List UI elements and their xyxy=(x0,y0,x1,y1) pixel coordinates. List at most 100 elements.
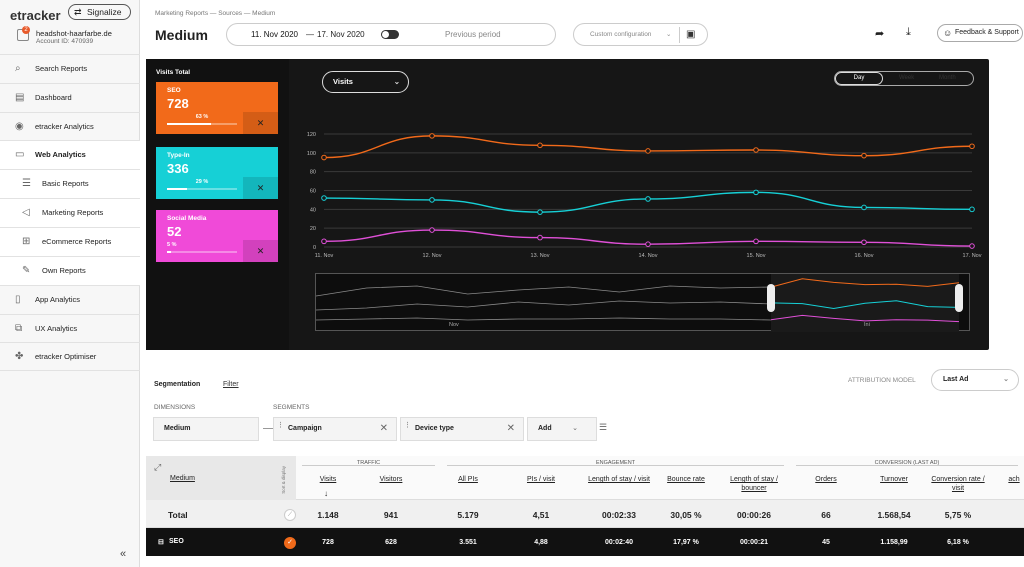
column-header[interactable]: Turnover xyxy=(880,476,908,483)
x-tick-label: 12. Nov xyxy=(423,253,442,259)
dimension-field[interactable]: Medium xyxy=(153,417,259,441)
row-cell: 3.551 xyxy=(459,539,477,546)
nav-basic-reports[interactable]: ☰ Basic Reports xyxy=(0,169,140,198)
segment-field-campaign[interactable]: ⋮ Campaign ✕ xyxy=(273,417,397,441)
metric-select[interactable]: Visits ⌄ xyxy=(322,71,409,93)
column-header[interactable]: All PIs xyxy=(458,476,478,483)
remove-series-button[interactable]: ✕ xyxy=(243,240,278,262)
sort-desc-icon[interactable]: ↓ xyxy=(324,489,328,498)
x-tick-label: 17. Nov xyxy=(963,253,982,259)
data-point xyxy=(321,154,327,161)
row-cell: 728 xyxy=(322,539,334,546)
remove-series-button[interactable]: ✕ xyxy=(243,112,278,134)
navigator-label: Nov xyxy=(449,322,459,328)
column-header[interactable]: Visitors xyxy=(379,476,403,483)
column-header[interactable]: Bounce rate xyxy=(667,476,705,483)
kpi-card-type-in[interactable]: Type-In 336 29 % ✕ xyxy=(156,147,278,199)
remove-series-button[interactable]: ✕ xyxy=(243,177,278,199)
column-header[interactable]: PIs / visit xyxy=(526,476,555,483)
column-header[interactable]: Orders xyxy=(815,476,837,483)
share-icon[interactable]: ➦ xyxy=(875,28,885,40)
expand-icon[interactable]: ⤢ xyxy=(154,462,162,472)
main-content: Marketing Reports — Sources — Medium Med… xyxy=(141,0,1024,567)
calendar-icon[interactable]: ▣ xyxy=(686,29,696,40)
nav-ux-analytics[interactable]: ⧉ UX Analytics xyxy=(0,314,140,343)
nav-marketing-reports[interactable]: ◁ Marketing Reports xyxy=(0,198,140,227)
y-tick-label: 20 xyxy=(310,226,316,232)
add-segment-select[interactable]: Add ⌄ xyxy=(527,417,597,441)
data-point xyxy=(861,204,867,211)
feedback-support-button[interactable]: ☺ Feedback & Support xyxy=(937,24,1023,42)
attribution-model-select[interactable]: Last Ad ⌄ xyxy=(931,369,1019,391)
column-group-line xyxy=(302,465,435,466)
navigator-line xyxy=(770,300,960,309)
add-label: Add xyxy=(538,425,552,432)
nav-etracker-optimiser[interactable]: ✤ etracker Optimiser xyxy=(0,342,140,371)
account-id: Account ID: 470939 xyxy=(36,38,94,45)
data-point xyxy=(321,195,327,201)
row-selected-check-icon[interactable]: ✓ xyxy=(284,537,296,549)
column-header[interactable]: Conversion rate / visit xyxy=(931,476,985,492)
account-info[interactable]: 2 headshot-haarfarbe.de Account ID: 4709… xyxy=(0,26,140,52)
nav-etracker-analytics[interactable]: ◉ etracker Analytics xyxy=(0,112,140,141)
x-tick-label: 16. Nov xyxy=(855,253,874,259)
previous-period-toggle[interactable] xyxy=(381,30,399,39)
period-month-button[interactable]: Month xyxy=(939,75,956,81)
data-point xyxy=(537,142,543,149)
y-tick-label: 60 xyxy=(310,189,316,195)
row-cell: 45 xyxy=(822,539,830,546)
chart-area: Visits ⌄ Day Week Month 0 20 40 60 80 100 120 1… xyxy=(289,59,989,350)
period-week-button[interactable]: Week xyxy=(899,75,915,81)
row-dimension-cell xyxy=(146,528,296,556)
segments-label: SEGMENTS xyxy=(273,404,310,411)
period-day-button[interactable]: Day xyxy=(835,72,883,85)
remove-segment-icon[interactable]: ✕ xyxy=(506,423,515,434)
tab-segmentation[interactable]: Segmentation xyxy=(154,381,201,388)
column-header[interactable]: ach xyxy=(1008,476,1020,483)
segment-field-device-type[interactable]: ⋮ Device type ✕ xyxy=(400,417,524,441)
sort-display-column[interactable]: Sort & display xyxy=(279,456,296,500)
signalize-button[interactable]: ⇄ Signalize xyxy=(68,4,131,20)
period-switch[interactable]: Day Week Month xyxy=(834,71,974,86)
kpi-value: 336 xyxy=(167,161,189,176)
row-cell: 4,88 xyxy=(534,539,548,546)
column-group-line xyxy=(447,465,784,466)
total-cell: 941 xyxy=(383,510,399,520)
drag-handle-icon[interactable]: ⋮ xyxy=(277,422,284,429)
chart-panel: Visits Total SEO 728 63 % ✕ Type-In 336 … xyxy=(146,59,989,350)
drag-handle-icon[interactable]: ⋮ xyxy=(404,422,411,429)
row-label[interactable]: SEO xyxy=(169,538,184,545)
remove-segment-icon[interactable]: ✕ xyxy=(379,423,388,434)
nav-search-reports[interactable]: ⌕ Search Reports xyxy=(0,54,140,83)
time-navigator[interactable] xyxy=(315,273,970,332)
collapse-sidebar-button[interactable]: « xyxy=(120,548,127,560)
nav-web-analytics[interactable]: ▭ Web Analytics xyxy=(0,140,140,169)
column-header[interactable]: Visits xyxy=(319,476,337,483)
total-cell: 00:02:33 xyxy=(601,510,637,520)
dimension-column: ⤢ Medium Sort & display Total ⟋ ⊟ SEO ✓ xyxy=(146,456,296,567)
nav-app-analytics[interactable]: ▯ App Analytics xyxy=(0,285,140,314)
save-report-icon[interactable]: ⤓ xyxy=(906,26,911,38)
custom-configuration-select[interactable]: Custom configuration ⌄ ▣ xyxy=(573,23,708,46)
trend-toggle-icon[interactable]: ⟋ xyxy=(284,509,296,521)
megaphone-icon: ◁ xyxy=(22,207,30,218)
kpi-card-social-media[interactable]: Social Media 52 5 % ✕ xyxy=(156,210,278,262)
dimension-header[interactable]: Medium xyxy=(170,475,195,482)
row-expand-icon[interactable]: ⊟ xyxy=(158,539,164,546)
phone-icon: ▯ xyxy=(15,294,21,305)
column-header[interactable]: Length of stay / bouncer xyxy=(730,476,778,492)
date-range-picker[interactable]: 11. Nov 2020 — 17. Nov 2020 Previous per… xyxy=(226,23,556,46)
account-avatar-icon: 2 xyxy=(17,26,30,41)
tab-filter[interactable]: Filter xyxy=(223,381,239,388)
segment-value: Device type xyxy=(415,425,454,432)
nav-ecommerce-reports[interactable]: ⊞ eCommerce Reports xyxy=(0,227,140,256)
nav-own-reports[interactable]: ✎ Own Reports xyxy=(0,256,140,285)
list-settings-icon[interactable]: ☰ xyxy=(599,422,608,432)
kpi-card-seo[interactable]: SEO 728 63 % ✕ xyxy=(156,82,278,134)
date-from[interactable]: 11. Nov 2020 xyxy=(251,30,298,39)
data-point xyxy=(537,209,543,215)
nav-dashboard[interactable]: ▤ Dashboard xyxy=(0,83,140,112)
column-header[interactable]: Length of stay / visit xyxy=(588,476,650,483)
date-to[interactable]: 17. Nov 2020 xyxy=(317,30,365,39)
dimension-value: Medium xyxy=(164,425,191,432)
